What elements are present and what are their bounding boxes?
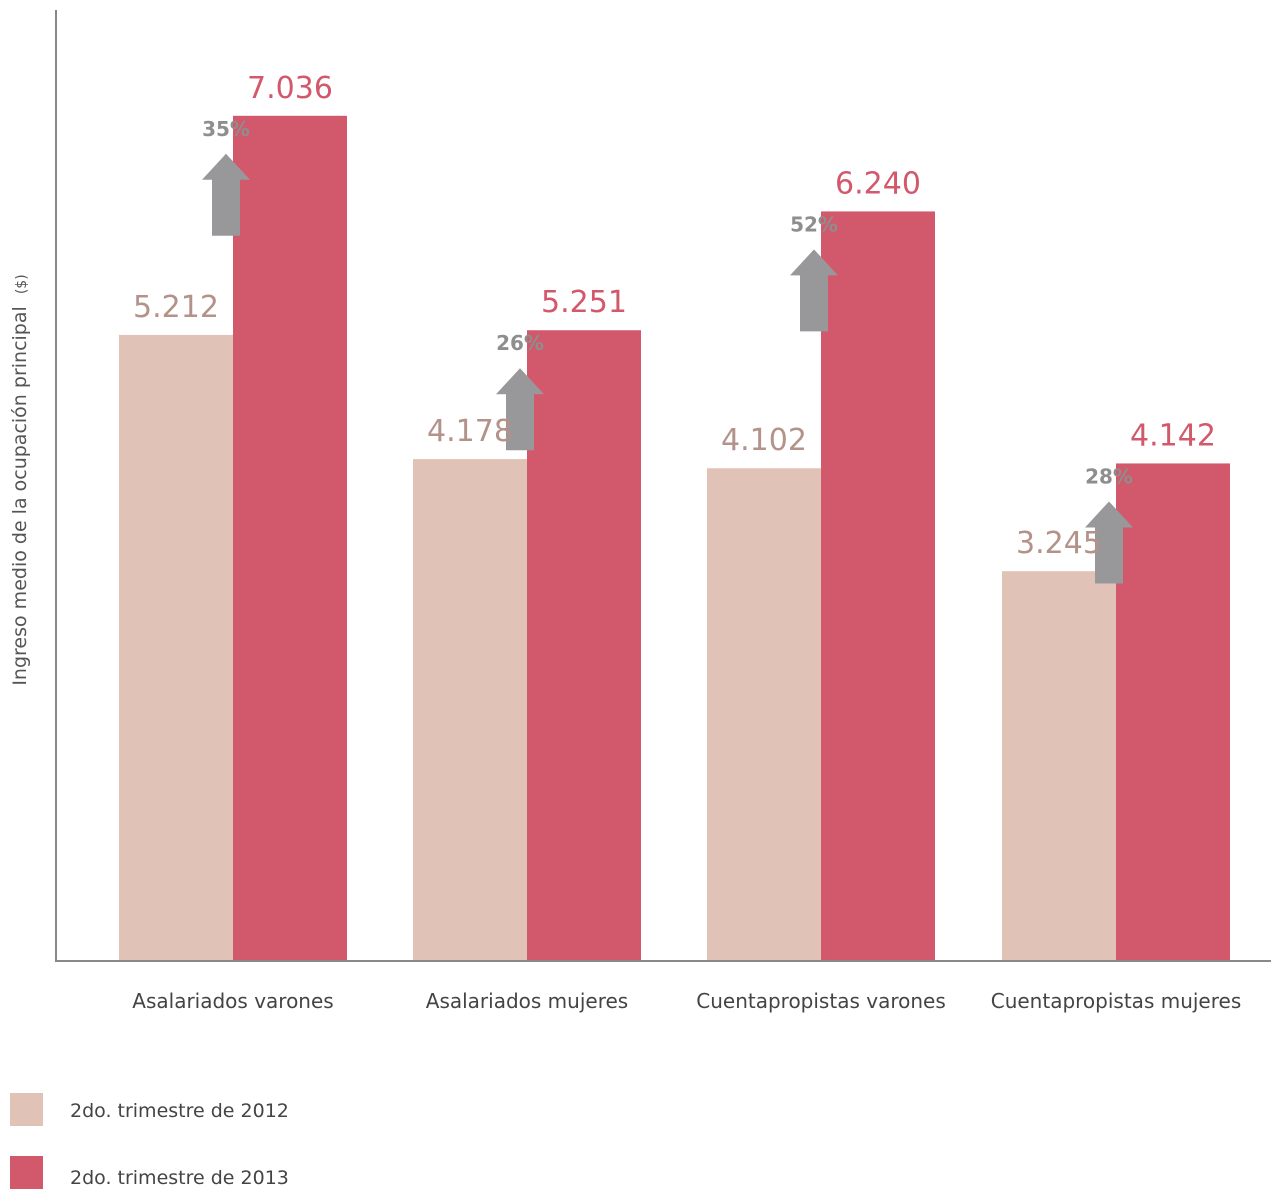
value-label-asalariados-mujeres-2012: 4.178 (427, 414, 513, 449)
legend-label-2012: 2do. trimestre de 2012 (70, 1100, 289, 1122)
bar-cuentapropistas-mujeres-2013 (1116, 463, 1230, 961)
y-axis-label-text: Ingreso medio de la ocupación principal (9, 306, 31, 685)
bar-asalariados-varones-2012 (119, 334, 233, 961)
x-tick-label-cuentapropistas-varones: Cuentapropistas varones (696, 989, 946, 1013)
y-axis-label-unit: ($) (14, 274, 30, 294)
bar-cuentapropistas-mujeres-2012 (1002, 571, 1116, 961)
value-label-cuentapropistas-varones-2012: 4.102 (721, 423, 807, 458)
up-arrow-icon (496, 368, 544, 451)
bar-asalariados-varones-2013 (233, 115, 347, 962)
legend-swatch-2013 (10, 1156, 43, 1189)
value-label-asalariados-mujeres-2013: 5.251 (541, 285, 627, 320)
legend: 2do. trimestre de 2012 2do. trimestre de… (10, 1093, 289, 1189)
arrows-group: 35% 26% 52% 28% (202, 117, 1133, 584)
bars-group (119, 115, 1230, 962)
up-arrow-icon (790, 249, 838, 332)
growth-label-asalariados-varones: 35% (202, 117, 250, 141)
value-labels-group: 5.212 7.036 4.178 5.251 4.102 6.240 3.245 4.142 (133, 71, 1216, 561)
value-label-cuentapropistas-varones-2013: 6.240 (835, 166, 921, 201)
growth-label-cuentapropistas-mujeres: 28% (1085, 464, 1133, 488)
up-arrow-icon (1085, 501, 1133, 584)
bar-cuentapropistas-varones-2012 (707, 468, 821, 961)
value-label-cuentapropistas-mujeres-2012: 3.245 (1016, 526, 1102, 561)
x-tick-label-asalariados-varones: Asalariados varones (132, 989, 333, 1013)
value-label-cuentapropistas-mujeres-2013: 4.142 (1130, 418, 1216, 453)
bar-cuentapropistas-varones-2013 (821, 211, 935, 962)
bar-asalariados-mujeres-2012 (413, 459, 527, 961)
y-axis-label: Ingreso medio de la ocupación principal … (9, 274, 31, 685)
growth-label-asalariados-mujeres: 26% (496, 331, 544, 355)
legend-label-2013: 2do. trimestre de 2013 (70, 1167, 289, 1189)
legend-swatch-2012 (10, 1093, 43, 1126)
value-label-asalariados-varones-2012: 5.212 (133, 290, 219, 325)
x-tick-label-asalariados-mujeres: Asalariados mujeres (426, 989, 628, 1013)
up-arrow-icon (202, 153, 250, 236)
x-tick-labels-group: Asalariados varones Asalariados mujeres Cu… (132, 989, 1241, 1013)
bar-asalariados-mujeres-2013 (527, 330, 641, 961)
value-label-asalariados-varones-2013: 7.036 (247, 71, 333, 106)
growth-label-cuentapropistas-varones: 52% (790, 212, 838, 236)
x-tick-label-cuentapropistas-mujeres: Cuentapropistas mujeres (991, 989, 1242, 1013)
